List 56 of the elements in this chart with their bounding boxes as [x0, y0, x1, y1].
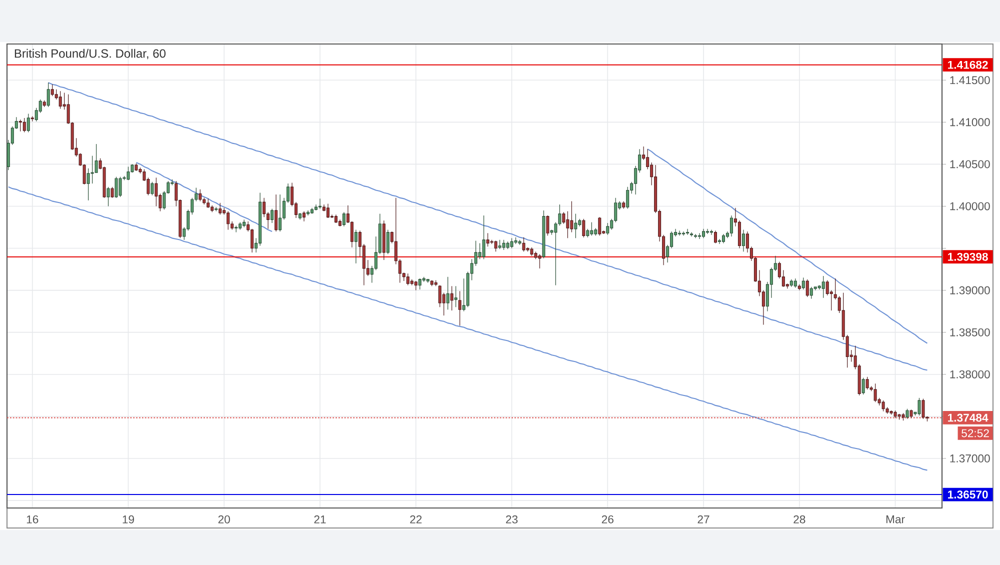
candlestick [334, 214, 338, 224]
x-tick-label: 23 [506, 515, 518, 524]
ref-line-label: 1.39398 [948, 252, 988, 261]
candlestick [742, 229, 745, 252]
candlestick [306, 210, 310, 216]
x-tick-label: 19 [122, 515, 134, 524]
chart-title: British Pound/U.S. Dollar, 60 [14, 48, 166, 60]
candlestick [694, 234, 698, 238]
x-tick-label: 27 [698, 515, 710, 524]
candlestick [90, 155, 94, 184]
x-tick-label: 20 [218, 515, 230, 524]
candlestick [730, 215, 733, 237]
x-tick-label: 28 [794, 515, 806, 524]
candlestick [342, 212, 346, 227]
x-tick-label: 21 [314, 515, 326, 524]
candlestick [318, 198, 322, 210]
x-tick-label: 22 [410, 515, 422, 524]
candlestick [722, 234, 725, 244]
x-tick-label: 16 [26, 515, 38, 524]
candlestick [698, 232, 702, 240]
y-tick-label: 1.37000 [950, 454, 990, 462]
y-tick-label: 1.40000 [950, 202, 990, 210]
candlestick [718, 238, 721, 244]
candlestick [314, 204, 318, 211]
ref-line-label: 1.36570 [948, 490, 988, 499]
y-tick-label: 1.39000 [950, 286, 990, 294]
candlestick [338, 219, 342, 227]
y-tick-label: 1.38500 [950, 328, 990, 336]
candlestick [310, 208, 314, 214]
candlestick [710, 229, 713, 236]
candlestick [298, 212, 302, 220]
candlestick [270, 208, 274, 224]
text: 52:52 [962, 429, 989, 438]
candlestick [702, 228, 706, 238]
candlestick [682, 231, 686, 236]
candlestick [706, 228, 710, 234]
candlestick [354, 229, 358, 264]
x-tick-label: Mar [886, 515, 905, 524]
candlestick [302, 210, 306, 222]
y-tick-label: 1.41500 [950, 76, 990, 84]
candlestick [738, 220, 741, 249]
candlestick [678, 230, 682, 236]
candlestick [714, 230, 717, 244]
ref-line-label: 1.37484 [948, 414, 988, 422]
candlestick [274, 194, 278, 232]
candlestick [574, 213, 578, 238]
x-tick-label: 26 [602, 515, 614, 524]
candlestick [690, 232, 694, 237]
y-tick-label: 1.41000 [950, 118, 990, 126]
y-tick-label: 1.40500 [950, 160, 990, 168]
candlestick [278, 194, 282, 232]
candlestick [686, 228, 690, 236]
candlestick [458, 290, 462, 326]
y-tick-label: 1.38000 [950, 370, 990, 378]
ref-line-label: 1.41682 [948, 60, 988, 69]
candlestick [326, 203, 330, 218]
